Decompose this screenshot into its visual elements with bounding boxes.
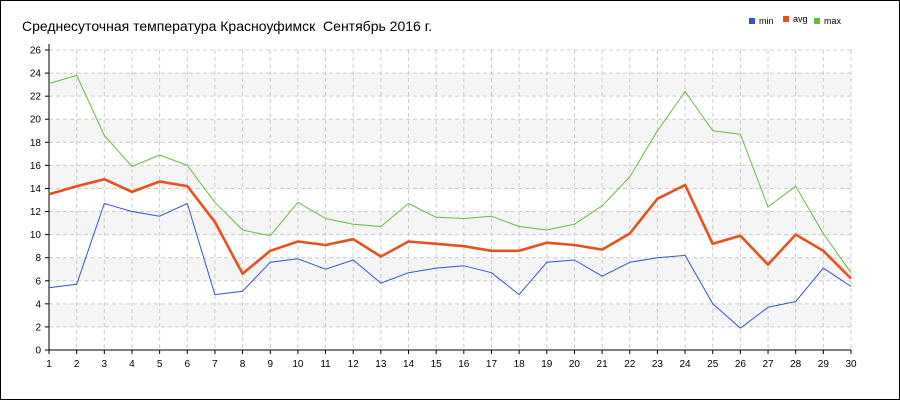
legend-swatch-avg	[783, 16, 789, 22]
x-tick-label: 3	[102, 359, 108, 370]
x-tick-label: 7	[212, 359, 218, 370]
legend-label-min: min	[759, 16, 774, 26]
x-tick-label: 23	[652, 359, 664, 370]
y-tick-label: 10	[30, 230, 42, 241]
plot-band	[49, 211, 851, 235]
series-line-min	[48, 203, 852, 329]
legend-swatch-max	[814, 18, 820, 24]
x-tick-label: 1	[46, 359, 52, 370]
legend-label-max: max	[824, 16, 842, 26]
plot-band	[49, 303, 851, 327]
x-tick-label: 15	[431, 359, 443, 370]
y-tick-label: 24	[30, 69, 42, 80]
plot-band	[49, 165, 851, 189]
x-tick-label: 17	[486, 359, 498, 370]
y-tick-label: 12	[30, 207, 42, 218]
x-tick-label: 25	[707, 359, 719, 370]
grid-lines	[49, 49, 852, 350]
legend-swatch-min	[749, 18, 755, 24]
x-tick-label: 28	[790, 359, 802, 370]
plot-band	[49, 257, 851, 281]
x-tick-label: 16	[458, 359, 470, 370]
x-tick-label: 19	[541, 359, 553, 370]
x-tick-label: 6	[184, 359, 190, 370]
x-tick-label: 22	[624, 359, 636, 370]
x-tick-label: 4	[129, 359, 135, 370]
y-tick-label: 8	[35, 253, 41, 264]
legend: min avg max	[749, 14, 842, 26]
x-tick-label: 30	[845, 359, 857, 370]
x-tick-label: 18	[514, 359, 526, 370]
x-tick-label: 14	[403, 359, 415, 370]
y-tick-label: 4	[35, 299, 41, 310]
y-tick-label: 22	[30, 92, 42, 103]
x-tick-label: 5	[157, 359, 163, 370]
plot-band	[49, 119, 851, 143]
x-tick-label: 24	[680, 359, 692, 370]
x-tick-label: 13	[375, 359, 387, 370]
plot-band	[49, 73, 851, 97]
x-tick-label: 21	[597, 359, 609, 370]
y-tick-label: 14	[30, 184, 42, 195]
y-tick-label: 26	[30, 46, 42, 57]
x-tick-label: 20	[569, 359, 581, 370]
y-tick-label: 16	[30, 161, 42, 172]
x-tick-labels: 1 2 3 4 5 6 7 8 9 10 11 12 13 14 15 16 17 18 19 20 21 22 23 24 2…	[46, 359, 857, 370]
y-tick-label: 0	[35, 346, 41, 357]
x-tick-label: 26	[735, 359, 747, 370]
axes	[45, 44, 852, 354]
y-tick-label: 20	[30, 115, 42, 126]
x-tick-label: 11	[320, 359, 331, 370]
series-line-avg	[48, 177, 852, 280]
series-lines	[48, 74, 852, 329]
x-tick-label: 29	[818, 359, 830, 370]
x-tick-label: 2	[74, 359, 80, 370]
x-tick-label: 10	[292, 359, 304, 370]
series-line-max	[48, 74, 852, 273]
y-tick-label: 2	[35, 322, 41, 333]
legend-label-avg: avg	[793, 14, 808, 24]
y-tick-label: 6	[35, 276, 41, 287]
chart-title: Среднесуточная температура Красноуфимск …	[22, 18, 432, 34]
x-tick-label: 9	[267, 359, 273, 370]
y-tick-label: 18	[30, 138, 42, 149]
x-tick-label: 27	[762, 359, 774, 370]
x-tick-label: 8	[240, 359, 246, 370]
plot-bands	[49, 73, 851, 327]
x-tick-label: 12	[348, 359, 360, 370]
